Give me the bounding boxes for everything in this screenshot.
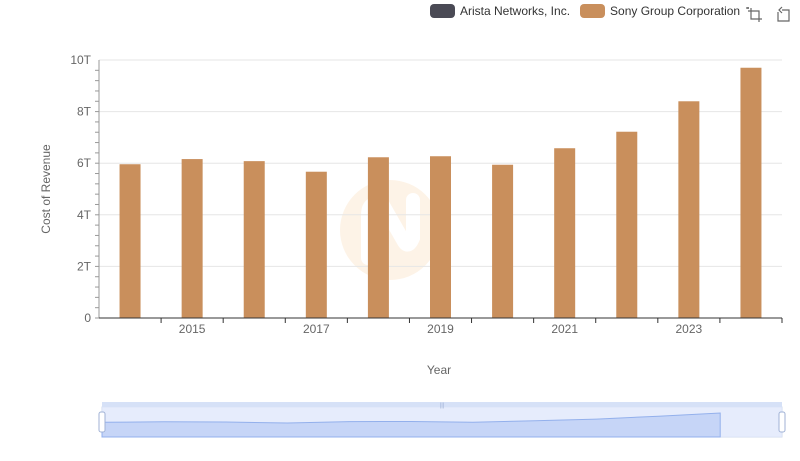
bar-sony-2017[interactable] xyxy=(305,171,327,318)
bar-sony-2022[interactable] xyxy=(616,131,638,318)
x-tick-label: 2023 xyxy=(676,322,703,336)
data-zoom-grip-icon: ||| xyxy=(440,403,445,409)
legend-swatch-arista xyxy=(430,4,455,18)
bar-sony-2019[interactable] xyxy=(430,156,451,318)
data-zoom-track[interactable] xyxy=(101,406,783,438)
legend-swatch-sony xyxy=(580,4,606,18)
bar-sony-2018[interactable] xyxy=(367,157,389,318)
x-tick-label: 2019 xyxy=(427,322,454,336)
y-tick-label: 6T xyxy=(77,156,92,170)
y-tick-label: 2T xyxy=(77,259,92,273)
zoom-reset-icon[interactable] xyxy=(774,6,792,24)
y-axis-title: Cost of Revenue xyxy=(39,144,53,234)
data-zoom-handle-right[interactable] xyxy=(778,411,786,433)
y-tick-label: 0 xyxy=(84,311,91,325)
bar-sony-2020[interactable] xyxy=(492,164,514,318)
toolbox xyxy=(746,6,792,24)
y-tick-label: 8T xyxy=(77,105,92,119)
bar-sony-2024[interactable] xyxy=(740,67,762,319)
x-tick-label: 2015 xyxy=(179,322,206,336)
x-axis-title: Year xyxy=(427,363,451,377)
watermark-logo xyxy=(340,180,440,280)
x-tick-label: 2021 xyxy=(551,322,578,336)
y-tick-label: 10T xyxy=(70,53,91,67)
bar-sony-2014[interactable] xyxy=(119,164,141,318)
legend-label-sony: Sony Group Corporation xyxy=(610,4,741,18)
bar-sony-2021[interactable] xyxy=(554,148,576,318)
x-tick-label: 2017 xyxy=(303,322,330,336)
bar-sony-2016[interactable] xyxy=(243,161,265,318)
data-zoom-preview-line xyxy=(101,412,721,438)
legend-label-arista: Arista Networks, Inc. xyxy=(460,4,571,18)
data-zoom-icon[interactable] xyxy=(746,6,764,24)
legend: Arista Networks, Inc. Sony Group Corpora… xyxy=(430,4,750,18)
data-zoom-slider[interactable]: ||| xyxy=(98,402,786,438)
data-zoom-top-bar[interactable] xyxy=(102,402,782,407)
bar-sony-2023[interactable] xyxy=(678,101,700,318)
y-tick-label: 4T xyxy=(77,208,92,222)
legend-item-arista[interactable]: Arista Networks, Inc. xyxy=(430,4,570,18)
data-zoom-selected-range[interactable] xyxy=(102,407,782,437)
legend-item-sony[interactable]: Sony Group Corporation xyxy=(580,4,740,18)
data-zoom-handle-left[interactable] xyxy=(98,411,106,433)
bar-sony-2015[interactable] xyxy=(181,159,203,318)
